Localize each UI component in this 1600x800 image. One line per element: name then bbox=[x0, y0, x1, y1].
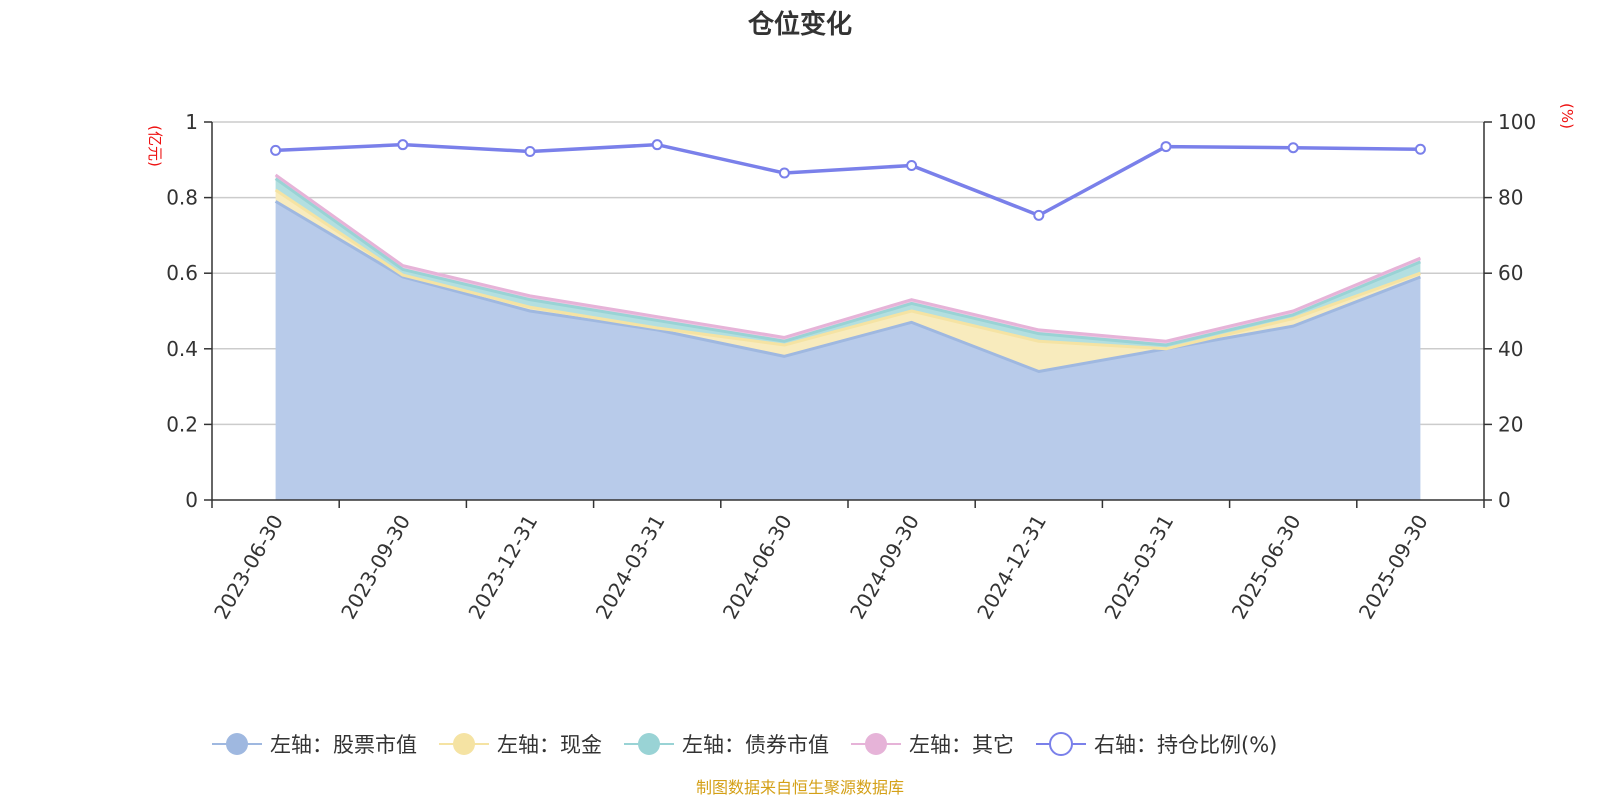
legend-item-5[interactable]: 右轴：持仓比例(%) bbox=[1036, 732, 1277, 757]
ratio-line-point bbox=[906, 159, 918, 171]
legend-item-4[interactable]: 左轴：其它 bbox=[851, 733, 1014, 757]
x-axis-tick-label: 2023-06-30 bbox=[209, 511, 288, 624]
area-series-1-edge bbox=[274, 200, 1421, 373]
left-axis-tick-label: 0 bbox=[185, 488, 198, 512]
left-axis-tick-label: 1 bbox=[185, 110, 198, 134]
right-axis-unit: (%) bbox=[1558, 103, 1576, 129]
x-axis-tick-label: 2024-06-30 bbox=[718, 511, 797, 624]
right-axis-tick-label: 80 bbox=[1498, 186, 1523, 210]
area-series-4-edge bbox=[274, 173, 1421, 343]
left-axis-unit: (亿元) bbox=[146, 125, 164, 167]
ratio-line-point bbox=[524, 145, 536, 157]
x-axis-tick-label: 2024-09-30 bbox=[845, 511, 924, 624]
ratio-line-path bbox=[275, 142, 1421, 218]
right-axis-tick-label: 60 bbox=[1498, 261, 1523, 285]
ratio-line-point bbox=[1287, 142, 1299, 154]
ratio-line-point bbox=[651, 139, 663, 151]
left-axis-tick-label: 0.8 bbox=[166, 186, 198, 210]
position-ratio-line bbox=[270, 139, 1426, 221]
ratio-line-point bbox=[1414, 143, 1426, 155]
right-axis-tick-label: 0 bbox=[1498, 488, 1511, 512]
ratio-line-point bbox=[1160, 141, 1172, 153]
legend-label: 右轴：持仓比例(%) bbox=[1094, 733, 1277, 757]
legend-item-1[interactable]: 左轴：股票市值 bbox=[212, 733, 417, 757]
legend-circle-marker bbox=[638, 733, 660, 755]
x-axis-tick-label: 2024-12-31 bbox=[972, 511, 1051, 624]
area-series-2-edge bbox=[274, 188, 1421, 351]
x-axis-tick-label: 2023-12-31 bbox=[463, 511, 542, 624]
right-axis-tick-label: 40 bbox=[1498, 337, 1523, 361]
x-axis-tick-label: 2025-06-30 bbox=[1227, 511, 1306, 624]
right-axis-tick-label: 20 bbox=[1498, 412, 1523, 436]
legend-item-3[interactable]: 左轴：债券市值 bbox=[624, 733, 829, 757]
ratio-line-point bbox=[1033, 209, 1045, 221]
ratio-line-point bbox=[270, 144, 282, 156]
legend-label: 左轴：债券市值 bbox=[682, 733, 829, 757]
legend-circle-marker bbox=[865, 733, 887, 755]
ratio-line-point bbox=[397, 139, 409, 151]
legend-item-2[interactable]: 左轴：现金 bbox=[439, 733, 602, 757]
area-series-2 bbox=[275, 190, 1421, 372]
stacked-areas bbox=[274, 173, 1421, 500]
legend-label: 左轴：其它 bbox=[909, 733, 1014, 757]
area-series-3-edge bbox=[274, 177, 1421, 347]
area-series-1 bbox=[275, 201, 1421, 500]
data-source-note: 制图数据来自恒生聚源数据库 bbox=[696, 778, 904, 797]
legend: 左轴：股票市值 左轴：现金 左轴：债券市值 左轴：其它 右轴：持仓比例(%) bbox=[212, 732, 1277, 757]
legend-circle-marker bbox=[226, 733, 248, 755]
x-axis-tick-label: 2023-09-30 bbox=[336, 511, 415, 624]
x-axis-tick-label: 2024-03-31 bbox=[591, 511, 670, 624]
chart-title: 仓位变化 bbox=[747, 9, 852, 40]
legend-label: 左轴：现金 bbox=[497, 733, 602, 757]
legend-circle-marker bbox=[1049, 732, 1073, 756]
right-axis-tick-label: 100 bbox=[1498, 110, 1536, 134]
left-axis-tick-label: 0.2 bbox=[166, 412, 198, 436]
x-axis-tick-label: 2025-03-31 bbox=[1099, 511, 1178, 624]
legend-label: 左轴：股票市值 bbox=[270, 733, 417, 757]
x-axis-tick-label: 2025-09-30 bbox=[1354, 511, 1433, 624]
left-axis-tick-label: 0.6 bbox=[166, 261, 198, 285]
ratio-line-point bbox=[778, 167, 790, 179]
legend-circle-marker bbox=[453, 733, 475, 755]
left-axis-tick-label: 0.4 bbox=[166, 337, 198, 361]
